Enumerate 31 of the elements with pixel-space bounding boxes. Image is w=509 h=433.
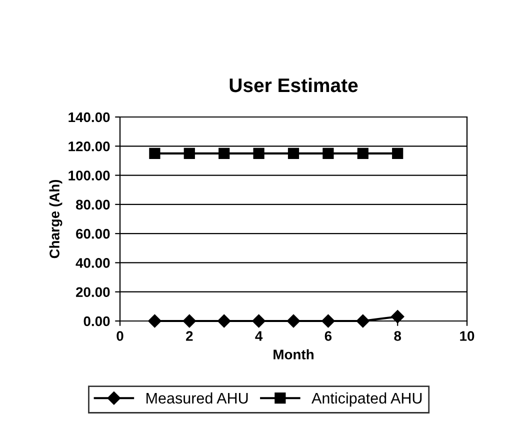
point <box>322 148 334 159</box>
point <box>148 314 162 328</box>
y-tick-label: 60.00 <box>76 228 110 239</box>
point <box>357 148 368 159</box>
point <box>149 148 160 159</box>
y-axis-title: Charge (Ah) <box>49 180 62 258</box>
x-tick-label: 0 <box>116 331 124 341</box>
chart-title: User Estimate <box>230 78 358 92</box>
point <box>218 148 230 159</box>
y-tick-label: 120.00 <box>68 141 110 152</box>
legend-label: Anticipated AHU <box>312 392 422 407</box>
point <box>391 310 404 324</box>
x-tick-label: 10 <box>460 331 474 341</box>
point <box>253 148 264 159</box>
y-tick-label: 140.00 <box>68 112 110 122</box>
point <box>184 148 195 159</box>
x-axis-title: Month <box>274 349 314 360</box>
y-tick-label: 80.00 <box>76 200 110 210</box>
point <box>288 148 300 159</box>
point <box>252 314 266 328</box>
y-tick-label: 0.00 <box>84 316 110 326</box>
y-tick-label: 100.00 <box>68 170 110 180</box>
x-tick-label: 2 <box>186 331 193 341</box>
point <box>322 314 335 328</box>
y-tick-label: 40.00 <box>76 258 110 268</box>
legend-label: Measured AHU <box>146 392 248 404</box>
x-tick-label: 6 <box>324 331 332 341</box>
point <box>392 148 404 159</box>
x-tick-label: 4 <box>255 331 263 341</box>
x-tick-label: 8 <box>394 331 402 341</box>
y-tick-label: 20.00 <box>76 287 110 298</box>
